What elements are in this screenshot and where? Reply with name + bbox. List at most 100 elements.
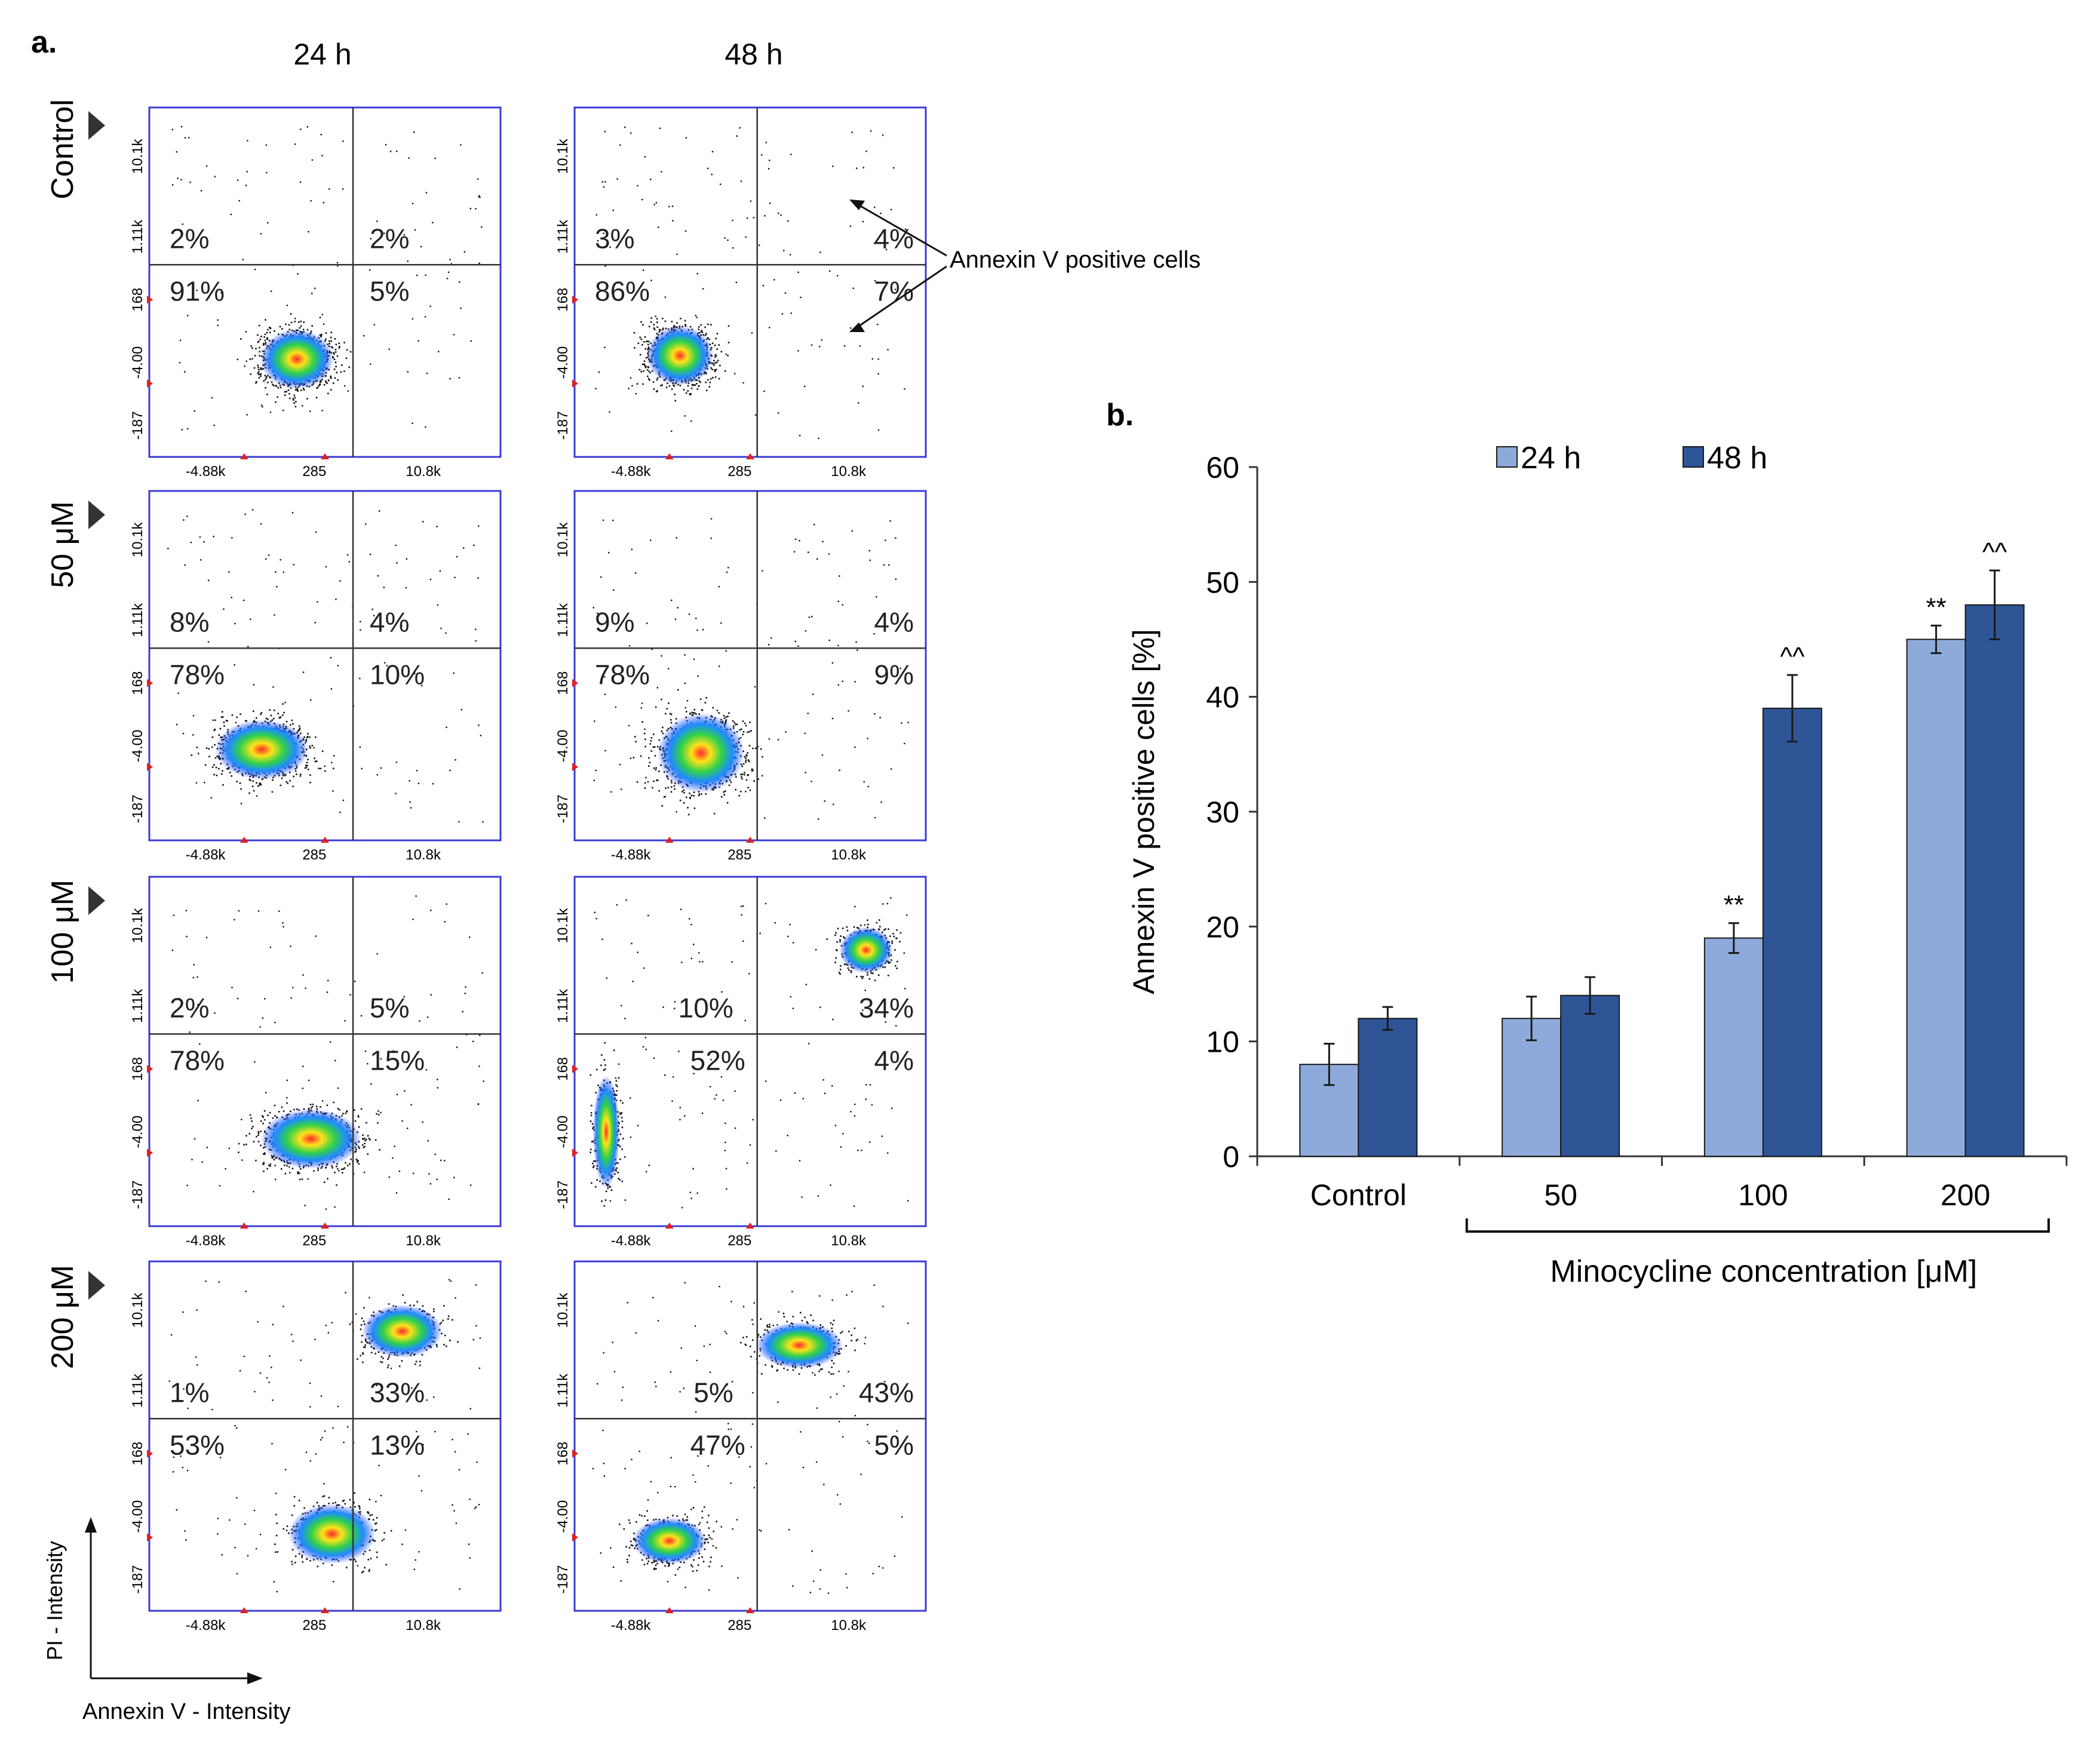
scatter-dot (268, 1164, 270, 1166)
flow-plot: 2% 5%78% 15%-4.88k 285 10.8k10.1k1.11k168-4.… (130, 876, 502, 1249)
scatter-dot (633, 332, 635, 334)
scatter-dot (695, 315, 696, 317)
scatter-dot (309, 747, 311, 749)
scatter-dot (425, 426, 426, 428)
scatter-dot (184, 371, 186, 373)
scatter-dot (837, 275, 839, 277)
scatter-dot (330, 657, 331, 659)
scatter-dot (669, 713, 671, 715)
scatter-dot (707, 323, 709, 326)
scatter-dot (269, 412, 272, 413)
scatter-dot (640, 755, 642, 757)
scatter-dot (693, 708, 696, 711)
scatter-dot (679, 799, 681, 802)
scatter-dot (745, 757, 747, 759)
scatter-dot (300, 325, 302, 327)
scatter-dot (692, 712, 694, 714)
scatter-dot (615, 706, 617, 708)
scatter-dot (819, 346, 821, 348)
scatter-dot (267, 1114, 269, 1116)
quadrant-percent-label: 9% (595, 606, 634, 637)
scatter-dot (865, 151, 867, 152)
scatter-dot (684, 325, 687, 327)
scatter-dot (245, 331, 247, 333)
scatter-dot (698, 794, 700, 797)
scatter-dot (407, 371, 409, 373)
scatter-dot (377, 1122, 379, 1124)
scatter-dot (597, 612, 598, 615)
scatter-dot (732, 725, 735, 727)
row-label-text: 50 μM (45, 501, 80, 588)
scatter-dot (785, 731, 787, 733)
scatter-dot (281, 328, 283, 330)
scatter-dot (327, 392, 329, 395)
scatter-dot (656, 379, 658, 381)
scatter-dot (671, 599, 673, 601)
y-tick-label-group: -187 (130, 794, 146, 823)
scatter-dot (769, 159, 770, 161)
scatter-dot (337, 665, 339, 667)
scatter-dot (676, 718, 677, 720)
scatter-dot (308, 231, 309, 233)
scatter-dot (297, 1171, 299, 1173)
y-tick-label-group: 10.1k (555, 522, 571, 558)
density-blob (646, 326, 714, 386)
scatter-dot (641, 702, 643, 704)
scatter-dot (736, 723, 738, 726)
scatter-dot (445, 632, 447, 634)
scatter-dot (637, 342, 640, 345)
scatter-dot (481, 226, 483, 228)
scatter-dot (267, 222, 269, 224)
scatter-dot (717, 360, 719, 361)
scatter-dot (656, 390, 658, 392)
scatter-dot (709, 382, 711, 383)
scatter-dot (446, 278, 449, 280)
scatter-dot (369, 1138, 371, 1141)
y-tick-label-group: 1.11k (555, 603, 571, 637)
scatter-dot (403, 234, 406, 236)
scatter-dot (741, 773, 744, 775)
scatter-dot (254, 355, 256, 357)
scatter-dot (330, 331, 333, 333)
scatter-dot (777, 412, 779, 414)
scatter-dot (469, 208, 471, 210)
scatter-dot (696, 383, 698, 385)
scatter-dot (619, 763, 621, 766)
scatter-dot (255, 348, 257, 349)
y-tick-label-group: -187 (130, 411, 146, 440)
scatter-dot (664, 296, 667, 298)
scatter-dot (805, 630, 807, 632)
scatter-dot (684, 654, 686, 656)
scatter-dot (656, 779, 658, 781)
scatter-dot (409, 801, 411, 803)
scatter-dot (473, 544, 475, 546)
scatter-dot (673, 384, 674, 386)
gate-marker-icon (147, 295, 153, 304)
scatter-dot (250, 345, 252, 347)
scatter-dot (395, 762, 398, 763)
scatter-dot (303, 321, 305, 323)
scatter-dot (762, 284, 765, 287)
scatter-dot (711, 369, 713, 370)
scatter-dot (475, 628, 477, 630)
scatter-dot (644, 738, 646, 741)
scatter-dot (266, 331, 268, 334)
scatter-dot (240, 788, 242, 790)
scatter-dot (434, 158, 436, 159)
scatter-dot (314, 622, 316, 624)
scatter-dot (668, 702, 670, 704)
scatter-dot (345, 1162, 346, 1164)
scatter-dot (752, 769, 754, 772)
gate-marker-icon (665, 453, 674, 459)
quadrant-percent-label: 8% (170, 606, 209, 637)
scatter-dot (630, 757, 632, 759)
scatter-dot (715, 337, 717, 340)
scatter-dot (655, 769, 657, 771)
x-tick-label: -4.88k (611, 463, 652, 480)
scatter-dot (236, 781, 238, 782)
scatter-dot (642, 324, 644, 326)
scatter-dot (222, 784, 224, 786)
scatter-dot (778, 212, 779, 214)
scatter-dot (701, 793, 702, 795)
scatter-dot (301, 1178, 303, 1180)
